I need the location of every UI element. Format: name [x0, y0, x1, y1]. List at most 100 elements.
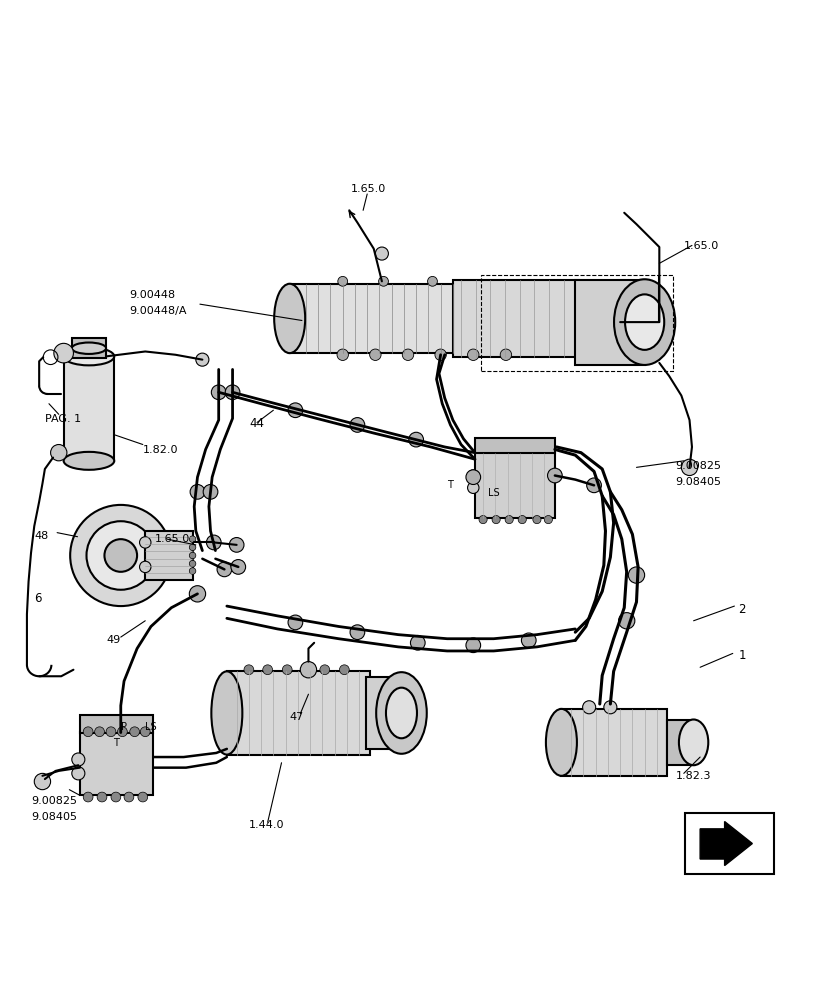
Ellipse shape	[64, 347, 114, 365]
Circle shape	[206, 535, 221, 550]
Ellipse shape	[211, 671, 242, 755]
Circle shape	[505, 516, 513, 524]
Circle shape	[428, 276, 437, 286]
Ellipse shape	[625, 294, 664, 350]
Circle shape	[70, 505, 171, 606]
Circle shape	[51, 445, 67, 461]
Circle shape	[628, 567, 645, 583]
Text: LS: LS	[145, 722, 157, 732]
Text: P: P	[121, 722, 126, 732]
Circle shape	[288, 403, 303, 418]
Circle shape	[124, 792, 134, 802]
Bar	[667, 720, 694, 765]
Circle shape	[196, 353, 209, 366]
Circle shape	[375, 247, 388, 260]
Bar	[561, 709, 667, 776]
Circle shape	[500, 349, 512, 360]
Circle shape	[34, 773, 51, 790]
Text: T: T	[113, 738, 118, 748]
Circle shape	[72, 767, 85, 780]
Circle shape	[189, 586, 206, 602]
Circle shape	[466, 470, 481, 484]
Circle shape	[95, 727, 104, 737]
Text: 1.44.0: 1.44.0	[249, 820, 285, 830]
Text: 1: 1	[738, 649, 746, 662]
Circle shape	[533, 516, 541, 524]
Circle shape	[203, 484, 218, 499]
Circle shape	[54, 343, 73, 363]
Text: 9.00825: 9.00825	[676, 461, 721, 471]
Circle shape	[97, 792, 107, 802]
Circle shape	[468, 349, 479, 360]
Circle shape	[521, 633, 536, 648]
Bar	[72, 338, 106, 358]
Circle shape	[140, 727, 150, 737]
Bar	[475, 438, 555, 453]
Circle shape	[587, 478, 601, 493]
Circle shape	[225, 385, 240, 400]
Circle shape	[140, 561, 151, 573]
Circle shape	[189, 560, 196, 567]
Text: 1.82.3: 1.82.3	[676, 771, 712, 781]
Circle shape	[370, 349, 381, 360]
Circle shape	[518, 516, 526, 524]
Circle shape	[338, 276, 348, 286]
Circle shape	[83, 792, 93, 802]
Circle shape	[468, 470, 479, 481]
Bar	[575, 280, 645, 365]
Circle shape	[189, 552, 196, 559]
Ellipse shape	[386, 688, 417, 738]
Bar	[685, 813, 774, 874]
Bar	[64, 356, 114, 461]
Text: 9.00825: 9.00825	[31, 796, 77, 806]
Circle shape	[350, 418, 365, 432]
Circle shape	[111, 792, 121, 802]
Text: 1.65.0: 1.65.0	[684, 241, 719, 251]
Ellipse shape	[274, 284, 305, 353]
Text: 1.65.0: 1.65.0	[155, 534, 190, 544]
Circle shape	[130, 727, 140, 737]
Ellipse shape	[64, 452, 114, 470]
Bar	[290, 284, 457, 353]
Bar	[366, 677, 402, 749]
Circle shape	[468, 482, 479, 493]
Text: 9.00448: 9.00448	[129, 290, 175, 300]
Circle shape	[492, 516, 500, 524]
Circle shape	[282, 665, 292, 675]
Bar	[453, 280, 579, 357]
Text: 9.00448/A: 9.00448/A	[129, 306, 186, 316]
Circle shape	[140, 537, 151, 548]
Text: T: T	[447, 480, 453, 490]
Circle shape	[288, 615, 303, 630]
Circle shape	[300, 662, 317, 678]
Text: 9.08405: 9.08405	[31, 812, 77, 822]
Text: 49: 49	[106, 635, 120, 645]
Circle shape	[379, 276, 388, 286]
Circle shape	[435, 349, 446, 360]
Circle shape	[466, 638, 481, 653]
Ellipse shape	[614, 279, 676, 365]
Ellipse shape	[546, 709, 577, 776]
Circle shape	[86, 521, 155, 590]
Circle shape	[138, 792, 148, 802]
Circle shape	[106, 727, 116, 737]
Text: 2: 2	[738, 603, 746, 616]
Circle shape	[189, 568, 196, 574]
Bar	[145, 531, 193, 580]
Circle shape	[229, 538, 244, 552]
Circle shape	[409, 432, 424, 447]
Ellipse shape	[679, 720, 708, 765]
Text: 48: 48	[34, 531, 48, 541]
Text: PAG. 1: PAG. 1	[45, 414, 81, 424]
Circle shape	[189, 536, 196, 542]
Text: 1.82.0: 1.82.0	[143, 445, 179, 455]
Circle shape	[402, 349, 414, 360]
Text: 1.65.0: 1.65.0	[351, 184, 386, 194]
Circle shape	[217, 562, 232, 577]
Circle shape	[583, 701, 596, 714]
Circle shape	[350, 625, 365, 640]
Text: 9.08405: 9.08405	[676, 477, 721, 487]
Circle shape	[72, 753, 85, 766]
Text: LS: LS	[488, 488, 499, 498]
Circle shape	[410, 635, 425, 650]
